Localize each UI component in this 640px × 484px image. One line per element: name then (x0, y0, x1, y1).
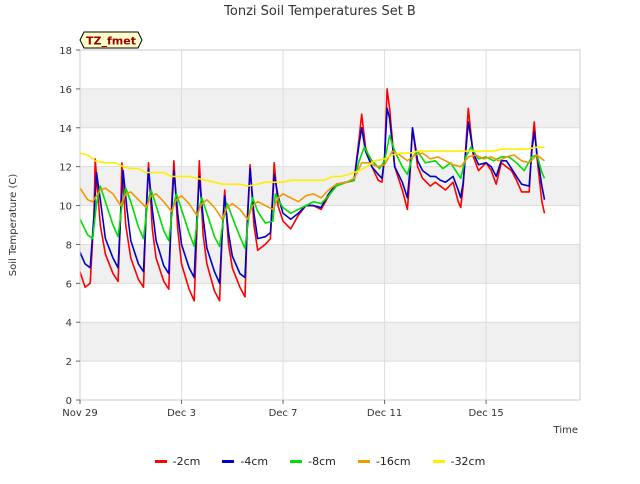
legend-label: -16cm (375, 454, 411, 468)
background-band (80, 322, 580, 362)
x-axis-label: Time (553, 425, 578, 436)
x-tick-label: Nov 29 (62, 408, 97, 419)
x-tick-label: Dec 7 (269, 408, 298, 419)
legend-swatch (432, 459, 445, 463)
y-tick-label: 8 (66, 240, 72, 251)
legend-item: -2cm (154, 452, 201, 470)
y-tick-label: 2 (66, 357, 72, 368)
series-line-32cm (79, 146, 545, 187)
annotation-text: TZ_fmet (86, 35, 136, 48)
annotation-box-shape (79, 31, 143, 49)
legend-item: -8cm (290, 452, 336, 470)
legend-label: -32cm (450, 454, 486, 468)
legend-swatch (222, 459, 235, 463)
y-tick-label: 10 (59, 202, 72, 213)
legend-swatch (154, 459, 167, 463)
axes: 0 2 4 6 8 10 12 14 16 18 Nov 29 Dec 3 Dec 7 Dec 11 Dec… (59, 46, 581, 419)
x-tick-label: Dec 15 (468, 408, 503, 419)
x-tick-label: Dec 11 (367, 408, 402, 419)
legend-item: -32cm (432, 452, 486, 470)
chart-title: Tonzi Soil Temperatures Set B (223, 4, 416, 19)
legend-item: -4cm (222, 452, 268, 470)
legend-label: -4cm (240, 454, 269, 468)
legend-swatch (290, 459, 303, 463)
legend-label: -2cm (172, 454, 201, 468)
series-line-16cm (79, 150, 545, 220)
annotation-box: TZ_fmet (79, 31, 143, 49)
y-tick-label: 12 (59, 163, 72, 174)
series-layer (79, 88, 546, 302)
legend: -2cm -4cm -8cm -16cm -32cm (0, 452, 640, 470)
plot-frame (79, 49, 581, 401)
background-band (80, 88, 580, 128)
y-tick-label: 14 (59, 124, 72, 135)
y-tick-label: 18 (59, 46, 72, 57)
y-tick-label: 6 (66, 279, 72, 290)
x-tick-label: Dec 3 (167, 408, 196, 419)
legend-label: -8cm (308, 454, 336, 468)
y-tick-label: 16 (59, 85, 72, 96)
y-axis-label: Soil Temperature (C) (8, 174, 19, 277)
y-tick-label: 4 (66, 318, 72, 329)
y-tick-label: 0 (66, 396, 72, 407)
legend-item: -16cm (357, 452, 411, 470)
legend-swatch (357, 459, 370, 463)
series-line-4cm (79, 107, 546, 285)
